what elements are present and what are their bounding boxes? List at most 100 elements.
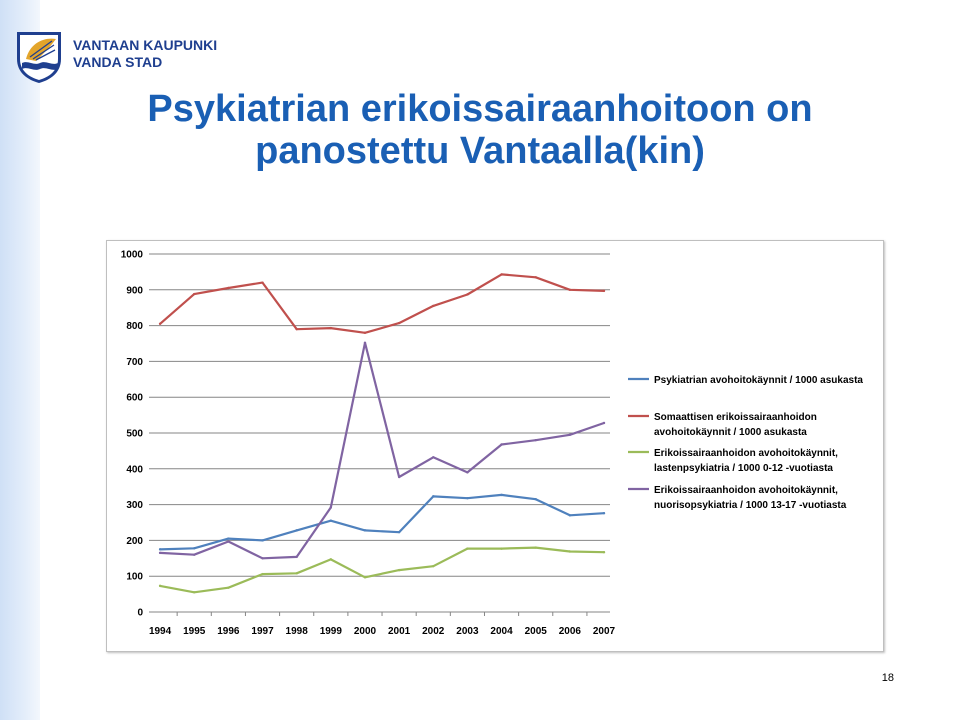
legend-label: Somaattisen erikoissairaanhoidon xyxy=(654,412,817,423)
data-point xyxy=(158,322,162,326)
data-point xyxy=(397,568,401,572)
data-point xyxy=(295,327,298,331)
x-tick-label: 1998 xyxy=(286,626,309,637)
data-point xyxy=(500,443,503,446)
data-point xyxy=(500,547,503,550)
data-point xyxy=(432,304,435,308)
x-tick-label: 2002 xyxy=(422,626,445,637)
data-point xyxy=(534,438,537,442)
data-point xyxy=(602,511,606,515)
chart-container: 0 100 200 300 400 500 600 700 800 900 1000 1994 1995… xyxy=(106,240,884,652)
title-line-2: panostettu Vantaalla(kin) xyxy=(255,130,705,172)
legend-label: Erikoissairaanhoidon avohoitokäynnit, xyxy=(654,485,838,496)
data-point xyxy=(534,498,537,501)
x-tick-label: 2005 xyxy=(525,626,548,637)
y-tick-label: 500 xyxy=(126,429,143,440)
data-point xyxy=(227,586,230,589)
data-point xyxy=(397,321,401,325)
series-line-1 xyxy=(158,493,606,551)
data-point xyxy=(466,293,469,296)
data-point xyxy=(363,576,367,579)
data-point xyxy=(227,286,230,290)
x-tick-label: 2001 xyxy=(388,626,411,637)
legend-label: Erikoissairaanhoidon avohoitokäynnit, xyxy=(654,448,838,459)
data-point xyxy=(295,572,298,575)
series-line-3 xyxy=(158,546,606,594)
x-tick-label: 2000 xyxy=(354,626,377,637)
legend-label: avohoitokäynnit / 1000 asukasta xyxy=(654,427,807,438)
data-point xyxy=(329,506,333,509)
data-point xyxy=(363,341,367,344)
org-name-swedish: VANDA STAD xyxy=(73,54,163,70)
page-number: 18 xyxy=(881,672,894,684)
data-point xyxy=(261,539,264,542)
y-tick-label: 300 xyxy=(126,500,143,511)
data-point xyxy=(193,292,196,296)
data-point xyxy=(602,289,606,293)
legend-label: lastenpsykiatria / 1000 0-12 -vuotiasta xyxy=(654,463,833,474)
x-tick-label: 1995 xyxy=(183,626,206,637)
y-tick-label: 800 xyxy=(126,321,143,332)
data-point xyxy=(193,553,196,556)
data-point xyxy=(602,421,606,425)
data-point xyxy=(568,514,572,517)
slide-title: Psykiatrian erikoissairaanhoitoon on pan… xyxy=(0,88,960,172)
x-tick-label: 1997 xyxy=(251,626,274,637)
x-tick-label: 2003 xyxy=(456,626,479,637)
y-tick-label: 200 xyxy=(126,536,143,547)
y-tick-label: 0 xyxy=(137,608,143,619)
y-tick-label: 1000 xyxy=(121,250,144,261)
data-point xyxy=(432,495,435,498)
data-point xyxy=(363,529,367,532)
data-point xyxy=(534,546,537,549)
data-point xyxy=(158,548,162,551)
data-point xyxy=(432,564,435,568)
x-tick-label: 1996 xyxy=(217,626,240,637)
x-tick-label: 2004 xyxy=(490,626,513,637)
title-line-1: Psykiatrian erikoissairaanhoitoon on xyxy=(147,88,813,130)
data-point xyxy=(568,550,572,553)
data-point xyxy=(432,456,435,459)
data-point xyxy=(534,276,537,279)
data-point xyxy=(500,273,503,276)
y-tick-label: 700 xyxy=(126,357,143,368)
data-point xyxy=(466,471,469,474)
y-tick-label: 400 xyxy=(126,464,143,475)
data-point xyxy=(568,288,572,291)
series-line-2 xyxy=(158,273,606,334)
x-tick-label: 2006 xyxy=(559,626,582,637)
data-point xyxy=(295,529,298,532)
left-decorative-band xyxy=(0,0,40,720)
data-point xyxy=(227,537,230,540)
data-point xyxy=(397,475,401,479)
legend-label: nuorisopsykiatria / 1000 13-17 -vuotiast… xyxy=(654,500,847,511)
data-point xyxy=(158,584,162,588)
data-point xyxy=(466,496,469,500)
x-tick-label: 1994 xyxy=(149,626,172,637)
data-point xyxy=(329,519,333,522)
data-point xyxy=(500,493,503,497)
y-tick-label: 100 xyxy=(126,572,143,583)
data-point xyxy=(261,281,264,284)
data-point xyxy=(261,572,264,576)
data-point xyxy=(363,331,367,334)
data-point xyxy=(602,551,606,554)
organization-name: VANTAAN KAUPUNKI VANDA STAD xyxy=(73,37,217,71)
x-tick-label: 2007 xyxy=(593,626,616,637)
data-point xyxy=(329,326,333,330)
data-point xyxy=(261,557,264,560)
line-chart: 0 100 200 300 400 500 600 700 800 900 1000 1994 1995… xyxy=(121,250,864,638)
y-tick-label: 600 xyxy=(126,393,143,404)
data-point xyxy=(193,547,196,550)
y-tick-label: 900 xyxy=(126,285,143,296)
org-name-finnish: VANTAAN KAUPUNKI xyxy=(73,37,218,53)
x-tick-label: 1999 xyxy=(320,626,343,637)
vantaa-coat-of-arms-icon xyxy=(17,32,61,83)
data-point xyxy=(295,555,298,559)
data-point xyxy=(397,530,401,534)
data-point xyxy=(227,540,230,543)
series-line-4 xyxy=(158,341,606,560)
data-point xyxy=(568,433,572,436)
data-point xyxy=(466,547,469,550)
data-point xyxy=(158,551,162,555)
